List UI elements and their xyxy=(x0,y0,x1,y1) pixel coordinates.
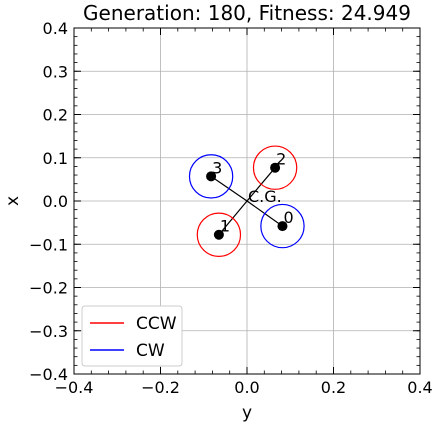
y-tick-label: −0.1 xyxy=(29,235,68,254)
y-tick-label: 0.3 xyxy=(43,62,68,81)
legend: CCW CW xyxy=(81,305,183,367)
plot-frame xyxy=(73,27,421,375)
x-axis-label: y xyxy=(242,403,252,423)
rotor-hub-1 xyxy=(213,229,224,240)
rotor-circle-3 xyxy=(188,154,234,199)
y-axis-label: x xyxy=(3,196,23,206)
y-tick-label: 0.0 xyxy=(43,192,68,211)
chart-title: Generation: 180, Fitness: 24.949 xyxy=(83,1,411,25)
rotor-label-3: 3 xyxy=(212,158,222,177)
rotor-label-0: 0 xyxy=(283,208,293,227)
x-tick-label: −0.4 xyxy=(55,378,94,397)
y-tick-label: 0.1 xyxy=(43,149,68,168)
rotor-label-2: 2 xyxy=(276,150,286,169)
legend-ccw-label: CCW xyxy=(136,314,177,334)
x-tick-label: 0.4 xyxy=(407,378,432,397)
x-tick-label: 0.2 xyxy=(321,378,346,397)
x-tick-label: 0.0 xyxy=(234,378,259,397)
y-tick-label: −0.4 xyxy=(29,365,68,384)
legend-box xyxy=(81,305,183,367)
rotor-hub-0 xyxy=(277,221,288,232)
y-tick-label: 0.2 xyxy=(43,106,68,125)
rotors xyxy=(188,145,305,257)
rotor-circle-2 xyxy=(252,145,298,190)
y-tick-label: −0.3 xyxy=(29,322,68,341)
rotor-circle-1 xyxy=(196,212,242,257)
y-tick-label: 0.4 xyxy=(43,19,68,38)
rotor-hub-3 xyxy=(206,171,217,182)
x-tick-labels: −0.4 −0.2 0.0 0.2 0.4 xyxy=(55,378,433,397)
rotor-circle-0 xyxy=(260,203,305,249)
rotor-hub-2 xyxy=(270,162,281,173)
y-tick-labels: −0.4 −0.3 −0.2 −0.1 0.0 0.1 0.2 0.3 0.4 xyxy=(29,19,68,384)
cg-label: C.G. xyxy=(248,187,282,206)
rotor-labels: 0 1 2 3 xyxy=(212,150,294,236)
rotor-label-1: 1 xyxy=(220,217,230,236)
legend-cw-label: CW xyxy=(136,341,165,361)
x-tick-label: −0.2 xyxy=(141,378,180,397)
y-tick-label: −0.2 xyxy=(29,279,68,298)
